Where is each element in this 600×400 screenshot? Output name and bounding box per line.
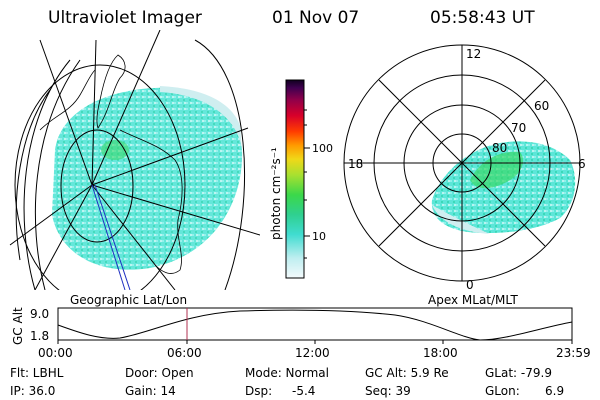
mlt-label-18: 18 bbox=[348, 157, 363, 171]
right-polar-caption: Apex MLat/MLT bbox=[428, 293, 518, 307]
aurora-pale-edge bbox=[160, 86, 242, 150]
info-ip: IP: 36.0 bbox=[10, 384, 56, 398]
info-dsp-value: -5.4 bbox=[292, 384, 316, 398]
aurora-image-geographic bbox=[52, 87, 243, 270]
xtick-2359: 23:59 bbox=[556, 346, 591, 360]
latitude-lines bbox=[14, 39, 245, 290]
info-glon-label: GLon: bbox=[485, 384, 520, 398]
altitude-ylabel: GC Alt bbox=[11, 307, 25, 345]
left-map-caption: Geographic Lat/Lon bbox=[70, 293, 187, 307]
info-filter: Flt: LBHL bbox=[10, 366, 64, 380]
orbit-track bbox=[91, 184, 131, 290]
timeline-ticks bbox=[57, 340, 573, 344]
meridian-lines bbox=[9, 30, 260, 290]
altitude-curve bbox=[57, 309, 573, 341]
aurora-polar-green bbox=[470, 151, 524, 189]
mlt-line-diag-2 bbox=[378, 79, 546, 247]
mlt-label-12: 12 bbox=[466, 47, 481, 61]
coastline bbox=[96, 54, 183, 274]
observation-time: 05:58:43 UT bbox=[430, 8, 535, 28]
aurora-polar-pale bbox=[432, 205, 490, 234]
mlt-label-0: 0 bbox=[466, 278, 474, 292]
xtick-06: 06:00 bbox=[167, 346, 202, 360]
info-mode: Mode: Normal bbox=[245, 366, 329, 380]
info-glon-value: 6.9 bbox=[545, 384, 565, 398]
instrument-title: Ultraviolet Imager bbox=[48, 8, 202, 28]
xtick-00: 00:00 bbox=[38, 346, 73, 360]
info-seq: Seq: 39 bbox=[365, 384, 411, 398]
mlt-label-6: 6 bbox=[578, 157, 586, 171]
xtick-18: 18:00 bbox=[423, 346, 458, 360]
altitude-plot-frame bbox=[57, 307, 573, 341]
colorbar-unit-label: photon cm⁻²s⁻¹ bbox=[269, 147, 283, 240]
info-door: Door: Open bbox=[125, 366, 194, 380]
altitude-ytick-bottom: 1.8 bbox=[30, 329, 49, 343]
colorbar-gradient bbox=[285, 79, 305, 279]
altitude-ytick-top: 9.0 bbox=[30, 307, 49, 321]
xtick-12: 12:00 bbox=[295, 346, 330, 360]
coastline-west bbox=[39, 69, 96, 131]
observation-date: 01 Nov 07 bbox=[272, 8, 360, 28]
colorbar-tick-100: 100 bbox=[312, 142, 333, 155]
aurora-image-polar bbox=[431, 141, 576, 234]
info-gc-alt: GC Alt: 5.9 Re bbox=[365, 366, 449, 380]
info-glat: GLat: -79.9 bbox=[485, 366, 552, 380]
lat-label-70: 70 bbox=[511, 121, 526, 135]
lat-label-80: 80 bbox=[492, 141, 507, 155]
colorbar-ticks bbox=[304, 109, 310, 259]
lat-label-60: 60 bbox=[534, 99, 549, 113]
geographic-map bbox=[9, 30, 260, 290]
colorbar-tick-10: 10 bbox=[312, 230, 326, 243]
info-gain: Gain: 14 bbox=[125, 384, 176, 398]
polar-plot bbox=[343, 44, 581, 282]
info-dsp-label: Dsp: bbox=[245, 384, 273, 398]
